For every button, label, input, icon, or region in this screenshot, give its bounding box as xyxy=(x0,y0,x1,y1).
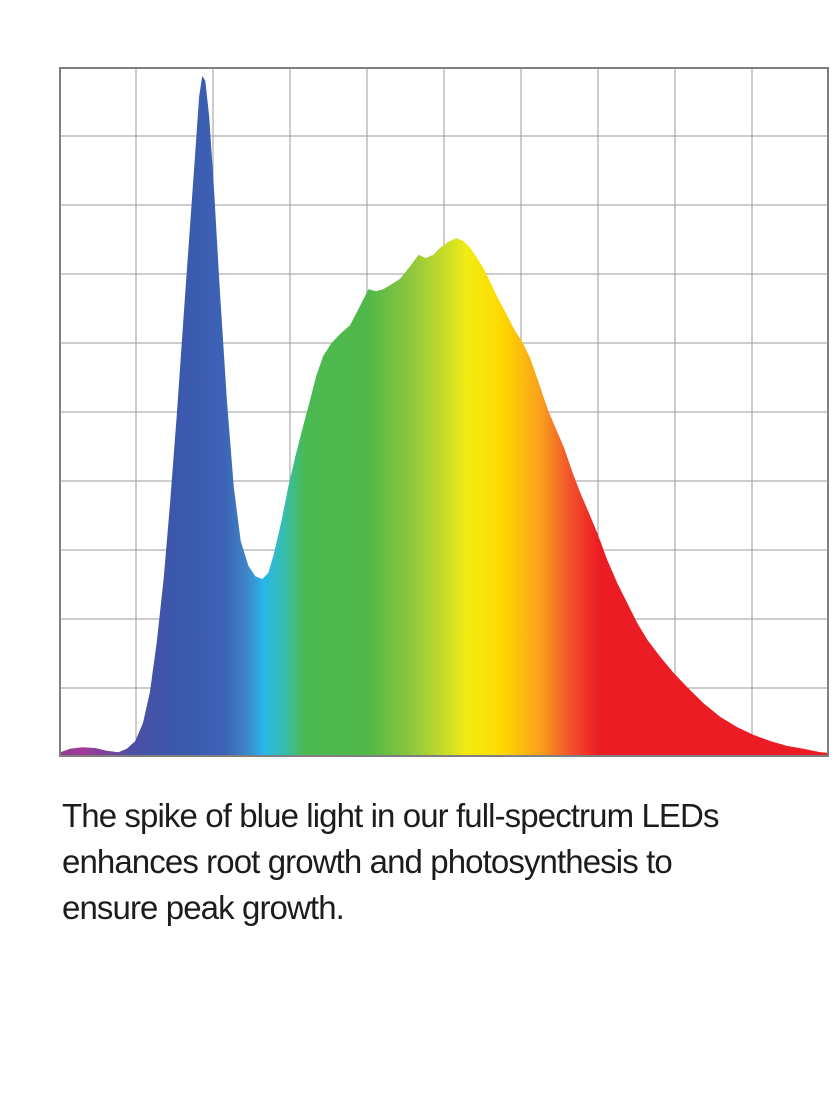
spectrum-chart xyxy=(59,67,829,757)
spectrum-chart-svg xyxy=(59,67,829,757)
caption: The spike of blue light in our full-spec… xyxy=(62,797,719,926)
spectrum-area xyxy=(59,76,829,757)
chart-border xyxy=(59,67,829,757)
